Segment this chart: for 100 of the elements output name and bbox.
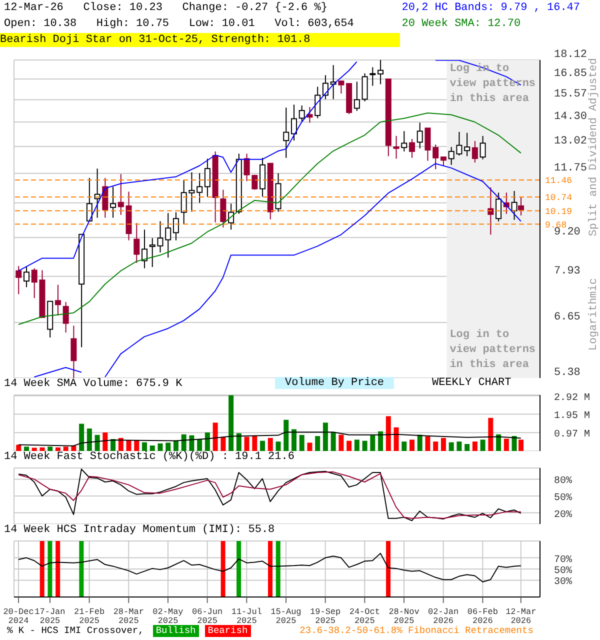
y-tick-label: 5.38	[554, 367, 580, 379]
bar	[448, 442, 454, 451]
y2-axis-title: Split and Dividend Adjusted	[588, 58, 600, 236]
bar	[472, 442, 478, 451]
line-series	[18, 432, 522, 446]
bar	[32, 448, 37, 451]
bar	[464, 444, 470, 451]
y-tick-label: 30%	[554, 577, 572, 588]
y-tick-label: 7.93	[554, 265, 580, 278]
x-tick-label: 06-Jun 2025	[192, 607, 223, 626]
y-tick-label: 15.57	[554, 88, 588, 101]
bar	[71, 446, 76, 451]
bar	[94, 434, 100, 451]
bar	[338, 434, 344, 451]
bar	[291, 429, 296, 451]
y-tick-label: 20%	[554, 510, 572, 521]
chart-title: 12-Mar-26 Close: 10.23 Change: -0.27 {-2.6 %}	[4, 2, 328, 14]
annotation: Volume By Price	[275, 377, 394, 389]
bar	[440, 438, 446, 451]
bar	[512, 436, 517, 451]
bar	[425, 436, 430, 451]
bar	[79, 424, 84, 451]
bar	[212, 422, 218, 451]
bar	[16, 444, 22, 451]
bar	[488, 418, 494, 451]
bar	[276, 442, 281, 451]
bar	[118, 438, 124, 451]
bar	[204, 432, 210, 451]
bar	[63, 446, 68, 451]
text: Logarithmic	[588, 278, 600, 351]
x-tick-label: 11-Jul 2025	[231, 607, 262, 626]
chart-title: 14 Week Fast Stochastic (%K)(%D) : 19.1 21.6	[4, 451, 294, 463]
text: 23.6-38.2-50-61.8% Fibonacci Retracements	[298, 625, 534, 637]
y-tick-label: 70%	[554, 554, 572, 566]
bar	[394, 427, 399, 451]
bar	[40, 447, 45, 451]
bar	[86, 428, 92, 451]
bar	[433, 442, 438, 451]
bar	[456, 442, 462, 451]
annotation: Log in to view patterns in this area	[450, 328, 537, 373]
x-tick-label: 20-Dec 2024	[3, 607, 34, 626]
bar	[228, 395, 234, 451]
bar	[284, 420, 289, 451]
bar	[480, 440, 486, 451]
line-series	[18, 552, 522, 582]
text: Bearish Doji Star on 31-Oct-25, Strength: 101.8	[0, 33, 400, 47]
bar	[236, 433, 242, 451]
bar	[417, 434, 422, 451]
chart-subtitle: Open: 10.38 High: 10.75 Low: 10.01 Vol: 603,654	[4, 17, 354, 32]
bar	[378, 431, 384, 451]
bar	[181, 434, 186, 451]
bar	[197, 439, 202, 451]
y-tick-label: 14.30	[554, 111, 588, 123]
y-tick-label: 9.20	[554, 226, 580, 238]
bar	[299, 434, 304, 451]
bar	[496, 434, 502, 451]
y-tick-label: 2.92 M	[554, 392, 590, 404]
text: Bullish	[152, 625, 199, 637]
y-tick-label: 0.97 M	[554, 430, 590, 441]
annotation: WEEKLY CHART	[432, 377, 512, 389]
bar	[354, 440, 360, 451]
bar	[330, 432, 336, 451]
y-tick-label: 1.95 M	[554, 411, 590, 422]
bar	[158, 443, 163, 451]
bar	[386, 416, 391, 451]
bar	[268, 438, 273, 451]
ref-line-label: 10.74	[545, 193, 572, 204]
chart-title: 14 Week HCS Intraday Momentum (IMI): 55.8	[4, 524, 275, 536]
x-tick-label: 06-Feb 2026	[467, 607, 498, 626]
x-tick-label: 17-Jan 2025	[34, 607, 66, 626]
y-tick-label: 11.75	[554, 162, 588, 174]
bar	[220, 437, 226, 451]
bar	[322, 422, 328, 451]
bar	[166, 442, 171, 451]
bar	[260, 440, 266, 451]
bar	[48, 446, 53, 451]
text: % K - HCS IMI Crossover,	[6, 625, 145, 637]
bar	[142, 442, 148, 451]
ref-line-label: 11.46	[545, 176, 572, 186]
x-tick-label: 12-Mar 2026	[506, 607, 536, 626]
text: 20,2 HC Bands: 9.79 , 16.47	[402, 1, 580, 16]
y-tick-label: 50%	[554, 493, 572, 504]
bar	[110, 439, 116, 451]
bar	[346, 440, 352, 451]
y-tick-label: 50%	[554, 566, 572, 577]
y-tick-label: 16.85	[554, 68, 588, 80]
y-tick-label: 13.02	[554, 136, 588, 148]
x-tick-label: 28-Mar 2025	[113, 607, 144, 626]
text: 20 Week SMA: 12.70	[402, 17, 522, 32]
text: Bearish	[204, 625, 251, 637]
ref-line-label: 10.19	[545, 206, 572, 217]
bar	[315, 436, 320, 451]
x-tick-label: 28-Nov 2025	[388, 607, 420, 626]
bar	[362, 440, 368, 451]
x-tick-label: 15-Aug 2025	[270, 607, 302, 626]
bar	[189, 435, 194, 451]
bar	[518, 440, 524, 451]
x-tick-label: 19-Sep 2025	[310, 607, 341, 626]
bar	[102, 432, 108, 451]
x-tick-label: 24-Oct 2025	[349, 607, 380, 626]
